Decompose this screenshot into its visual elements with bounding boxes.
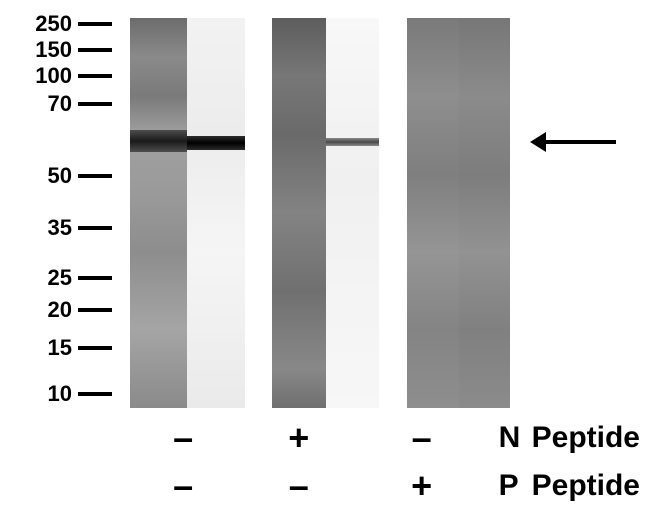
peptide-word-label: Peptide: [532, 423, 640, 453]
ladder-mark: 150: [14, 39, 112, 61]
ladder-label: 35: [48, 217, 72, 239]
ladder-label: 20: [48, 299, 72, 321]
ladder-label: 100: [35, 65, 72, 87]
ladder-tick-icon: [78, 392, 112, 396]
ladder-label: 50: [48, 165, 72, 187]
protein-band: [130, 130, 187, 152]
condition-row: –+–NPeptide: [130, 420, 640, 456]
protein-band: [187, 136, 244, 150]
protein-band: [326, 138, 379, 146]
ladder-label: 15: [48, 337, 72, 359]
lane-background: [326, 18, 379, 408]
peptide-word-label: Peptide: [532, 471, 640, 501]
lane-background: [272, 18, 325, 408]
ladder-tick-icon: [78, 22, 112, 26]
ladder-tick-icon: [78, 308, 112, 312]
ladder-mark: 20: [14, 299, 112, 321]
blot-lanes: [130, 18, 510, 408]
ladder-tick-icon: [78, 226, 112, 230]
peptide-code-label: P: [499, 471, 532, 501]
arrow-head-icon: [530, 132, 546, 152]
ladder-tick-icon: [78, 276, 112, 280]
condition-symbol: –: [130, 468, 236, 504]
band-arrow: [530, 132, 616, 152]
condition-symbol: +: [236, 420, 361, 456]
lane-background: [130, 18, 187, 408]
arrow-shaft: [546, 140, 616, 144]
ladder-tick-icon: [78, 74, 112, 78]
ladder-tick-icon: [78, 102, 112, 106]
ladder-mark: 15: [14, 337, 112, 359]
ladder-mark: 250: [14, 13, 112, 35]
lane-background: [407, 18, 458, 408]
ladder-mark: 70: [14, 93, 112, 115]
condition-row: ––+PPeptide: [130, 468, 640, 504]
ladder-tick-icon: [78, 48, 112, 52]
blot-lane: [187, 18, 244, 408]
blot-lane: [272, 18, 325, 408]
peptide-code-label: N: [499, 423, 532, 453]
lane-background: [459, 18, 510, 408]
condition-symbol: –: [361, 420, 482, 456]
ladder-mark: 25: [14, 267, 112, 289]
ladder-tick-icon: [78, 174, 112, 178]
condition-symbol: –: [236, 468, 361, 504]
ladder-mark: 35: [14, 217, 112, 239]
blot-lane: [130, 18, 187, 408]
lane-background: [187, 18, 244, 408]
lane-gap: [245, 18, 273, 408]
condition-symbol: +: [361, 468, 482, 504]
ladder-label: 70: [48, 93, 72, 115]
western-blot-figure: 25015010070503525201510 –+–NPeptide––+PP…: [0, 0, 650, 519]
lane-gap: [379, 18, 407, 408]
blot-lane: [459, 18, 510, 408]
ladder-label: 250: [35, 13, 72, 35]
ladder-label: 10: [48, 383, 72, 405]
ladder-tick-icon: [78, 346, 112, 350]
blot-lane: [407, 18, 458, 408]
ladder-label: 150: [35, 39, 72, 61]
condition-symbol: –: [130, 420, 236, 456]
ladder-mark: 50: [14, 165, 112, 187]
mw-ladder: 250 150 100 70 50 35 25 20 15 10: [14, 0, 112, 410]
ladder-mark: 100: [14, 65, 112, 87]
ladder-mark: 10: [14, 383, 112, 405]
ladder-label: 25: [48, 267, 72, 289]
blot-lane: [326, 18, 379, 408]
